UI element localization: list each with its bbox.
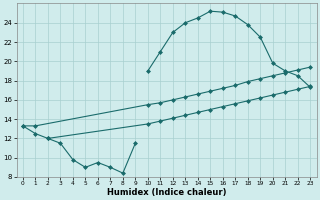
X-axis label: Humidex (Indice chaleur): Humidex (Indice chaleur) <box>107 188 226 197</box>
